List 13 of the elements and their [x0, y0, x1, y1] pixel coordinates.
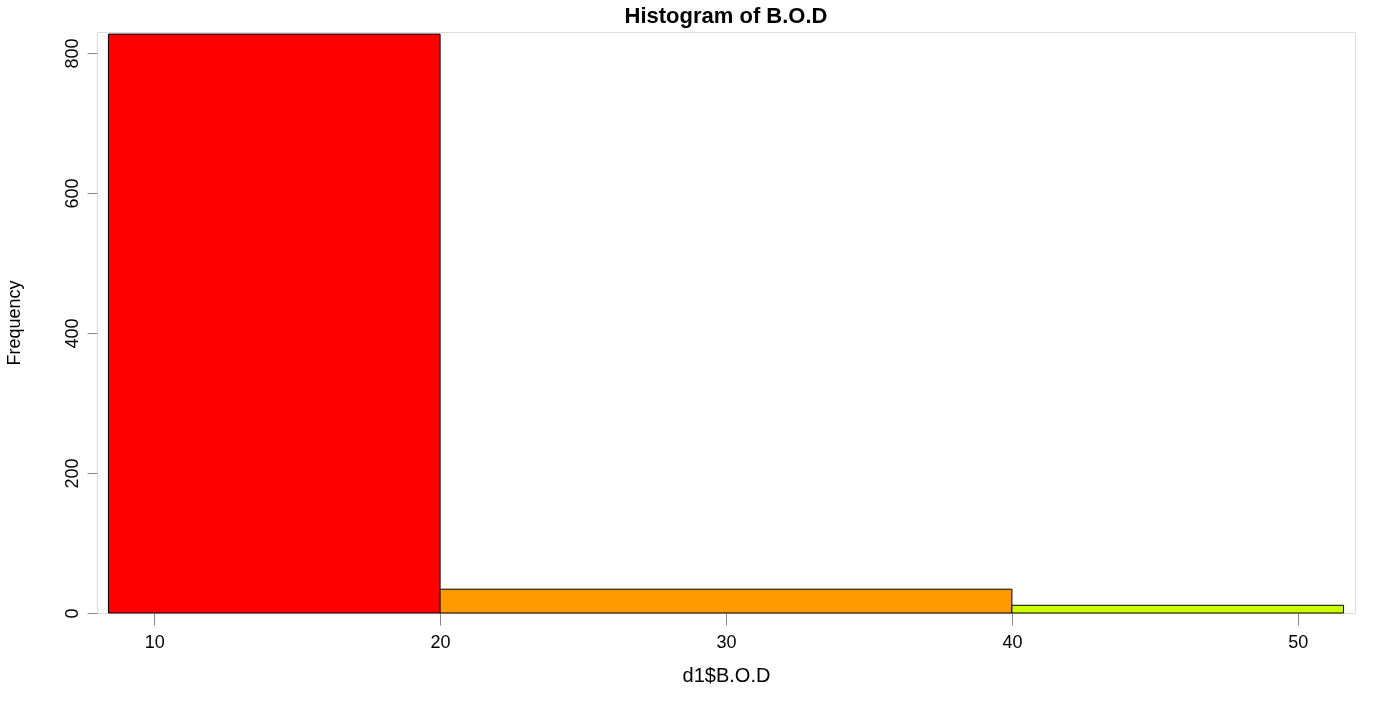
x-tick-label: 20: [430, 631, 451, 652]
x-axis-title: d1$B.O.D: [682, 663, 771, 686]
y-axis-title: Frequency: [3, 280, 24, 366]
y-tick-label: 800: [61, 38, 82, 69]
y-tick-label: 600: [61, 178, 82, 209]
y-tick-label: 200: [61, 458, 82, 489]
x-tick-label: 10: [144, 631, 165, 652]
chart-title: Histogram of B.O.D: [624, 3, 828, 28]
x-tick-label: 30: [716, 631, 737, 652]
x-tick-label: 50: [1288, 631, 1309, 652]
y-tick-label: 400: [61, 318, 82, 349]
x-tick-label: 40: [1002, 631, 1023, 652]
y-tick-label: 0: [61, 608, 82, 619]
